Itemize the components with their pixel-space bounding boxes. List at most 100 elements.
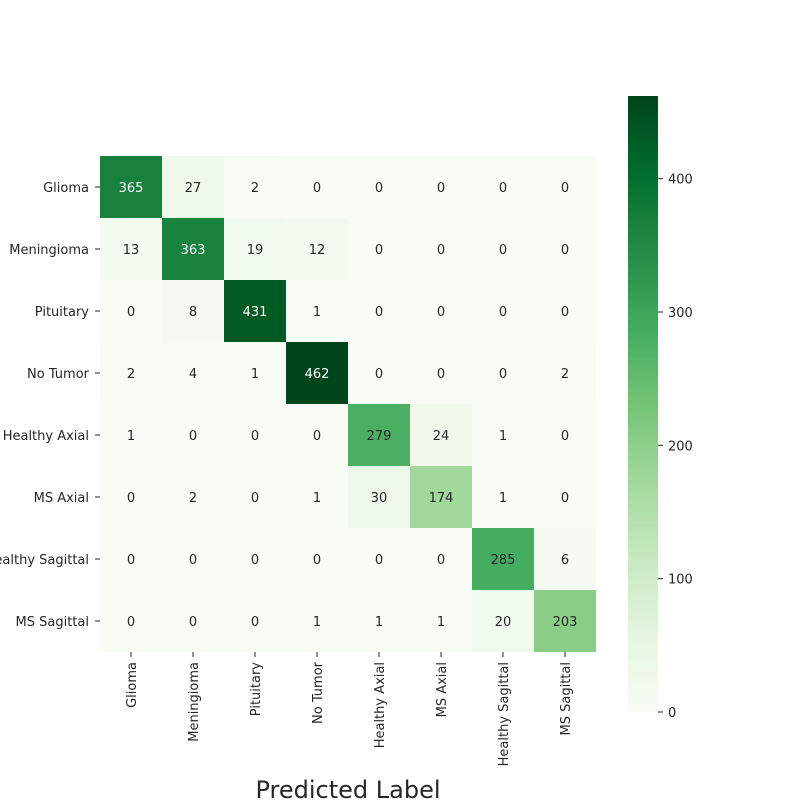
cell-value-label: 285 [491, 553, 516, 568]
heatmap-cell [286, 528, 348, 590]
heatmap-cell [410, 590, 472, 652]
cell-value-label: 363 [181, 243, 206, 258]
heatmap-cell [348, 280, 410, 342]
heatmap-cell [286, 404, 348, 466]
cell-value-label: 0 [499, 305, 507, 320]
cell-value-label: 1 [313, 491, 321, 506]
cell-value-label: 0 [251, 491, 259, 506]
heatmap-cell [224, 218, 286, 280]
heatmap-cell [224, 280, 286, 342]
heatmap-cell [224, 342, 286, 404]
col-tick-label: Meningioma [187, 662, 202, 742]
cell-value-label: 0 [313, 181, 321, 196]
cell-value-label: 1 [251, 367, 259, 382]
cell-value-label: 0 [313, 553, 321, 568]
row-tick-label: Pituitary [35, 305, 90, 320]
cell-value-label: 0 [375, 553, 383, 568]
heatmap-cell [162, 156, 224, 218]
heatmap-cell [472, 218, 534, 280]
heatmap-cell [286, 156, 348, 218]
heatmap-cell [100, 466, 162, 528]
cell-value-label: 365 [119, 181, 144, 196]
row-tick-label: Glioma [43, 181, 89, 196]
heatmap-cell [100, 218, 162, 280]
cell-value-label: 0 [437, 305, 445, 320]
cell-value-label: 431 [243, 305, 268, 320]
heatmap-cell [224, 528, 286, 590]
cell-value-label: 30 [371, 491, 388, 506]
heatmap-cell [348, 528, 410, 590]
heatmap-cell [348, 466, 410, 528]
cell-value-label: 0 [375, 181, 383, 196]
row-tick-label: Healthy Sagittal [0, 553, 89, 568]
cell-value-label: 0 [127, 553, 135, 568]
cell-value-label: 0 [561, 243, 569, 258]
heatmap-cell [410, 466, 472, 528]
heatmap-cell [224, 156, 286, 218]
cell-value-label: 1 [313, 305, 321, 320]
row-tick-labels: Glioma Meningioma Pituitary No Tumor Healthy… [0, 181, 100, 630]
col-tick-label: No Tumor [311, 661, 326, 724]
heatmap-cell [410, 280, 472, 342]
cell-value-label: 0 [375, 305, 383, 320]
cell-value-label: 0 [561, 429, 569, 444]
cell-value-label: 0 [189, 615, 197, 630]
colorbar-ticks: 0 100 200 300 400 [658, 173, 693, 721]
cell-value-label: 0 [251, 615, 259, 630]
cell-value-label: 0 [437, 243, 445, 258]
heatmap-cell [534, 404, 596, 466]
colorbar-tick-label: 400 [668, 173, 693, 188]
heatmap-cell [224, 404, 286, 466]
row-tick-label: Meningioma [9, 243, 89, 258]
heatmap-cell [410, 404, 472, 466]
heatmap-cell [162, 218, 224, 280]
cell-value-label: 12 [309, 243, 326, 258]
cell-value-label: 20 [495, 615, 512, 630]
cell-value-label: 0 [313, 429, 321, 444]
cell-value-label: 2 [189, 491, 197, 506]
cell-value-label: 2 [127, 367, 135, 382]
heatmap-cell [162, 280, 224, 342]
cell-value-label: 0 [437, 553, 445, 568]
cell-value-label: 8 [189, 305, 197, 320]
heatmap-cell [286, 280, 348, 342]
heatmap-cell [472, 280, 534, 342]
heatmap-cell [410, 528, 472, 590]
cell-value-label: 0 [189, 553, 197, 568]
cell-value-label: 0 [251, 553, 259, 568]
colorbar-tick-label: 100 [668, 573, 693, 588]
cell-value-label: 1 [499, 491, 507, 506]
col-tick-label: Healthy Axial [373, 662, 388, 748]
x-axis-title: Predicted Label [255, 776, 440, 800]
heatmap-cell [534, 590, 596, 652]
cell-value-label: 174 [429, 491, 454, 506]
heatmap-cell [348, 218, 410, 280]
cell-value-label: 24 [433, 429, 450, 444]
heatmap-cell [348, 590, 410, 652]
cell-value-label: 1 [437, 615, 445, 630]
cell-value-label: 4 [189, 367, 197, 382]
cell-value-label: 1 [127, 429, 135, 444]
cell-value-label: 0 [437, 367, 445, 382]
heatmap-cell [286, 590, 348, 652]
row-tick-label: Healthy Axial [3, 429, 89, 444]
cell-value-label: 0 [499, 243, 507, 258]
heatmap-cell [286, 218, 348, 280]
cell-value-label: 0 [499, 367, 507, 382]
heatmap-cell [472, 156, 534, 218]
col-tick-label: Glioma [125, 662, 140, 708]
cell-value-label: 13 [123, 243, 140, 258]
colorbar-tick-label: 200 [668, 439, 693, 454]
col-tick-label: Healthy Sagittal [497, 662, 512, 766]
col-tick-label: MS Axial [435, 662, 450, 717]
row-tick-label: MS Axial [34, 491, 89, 506]
heatmap-cell [348, 342, 410, 404]
heatmap-cell [286, 466, 348, 528]
heatmap-cell [534, 156, 596, 218]
cell-value-label: 0 [127, 491, 135, 506]
heatmap-cell [100, 280, 162, 342]
cell-value-label: 279 [367, 429, 392, 444]
cell-value-label: 2 [561, 367, 569, 382]
cell-value-label: 0 [127, 305, 135, 320]
